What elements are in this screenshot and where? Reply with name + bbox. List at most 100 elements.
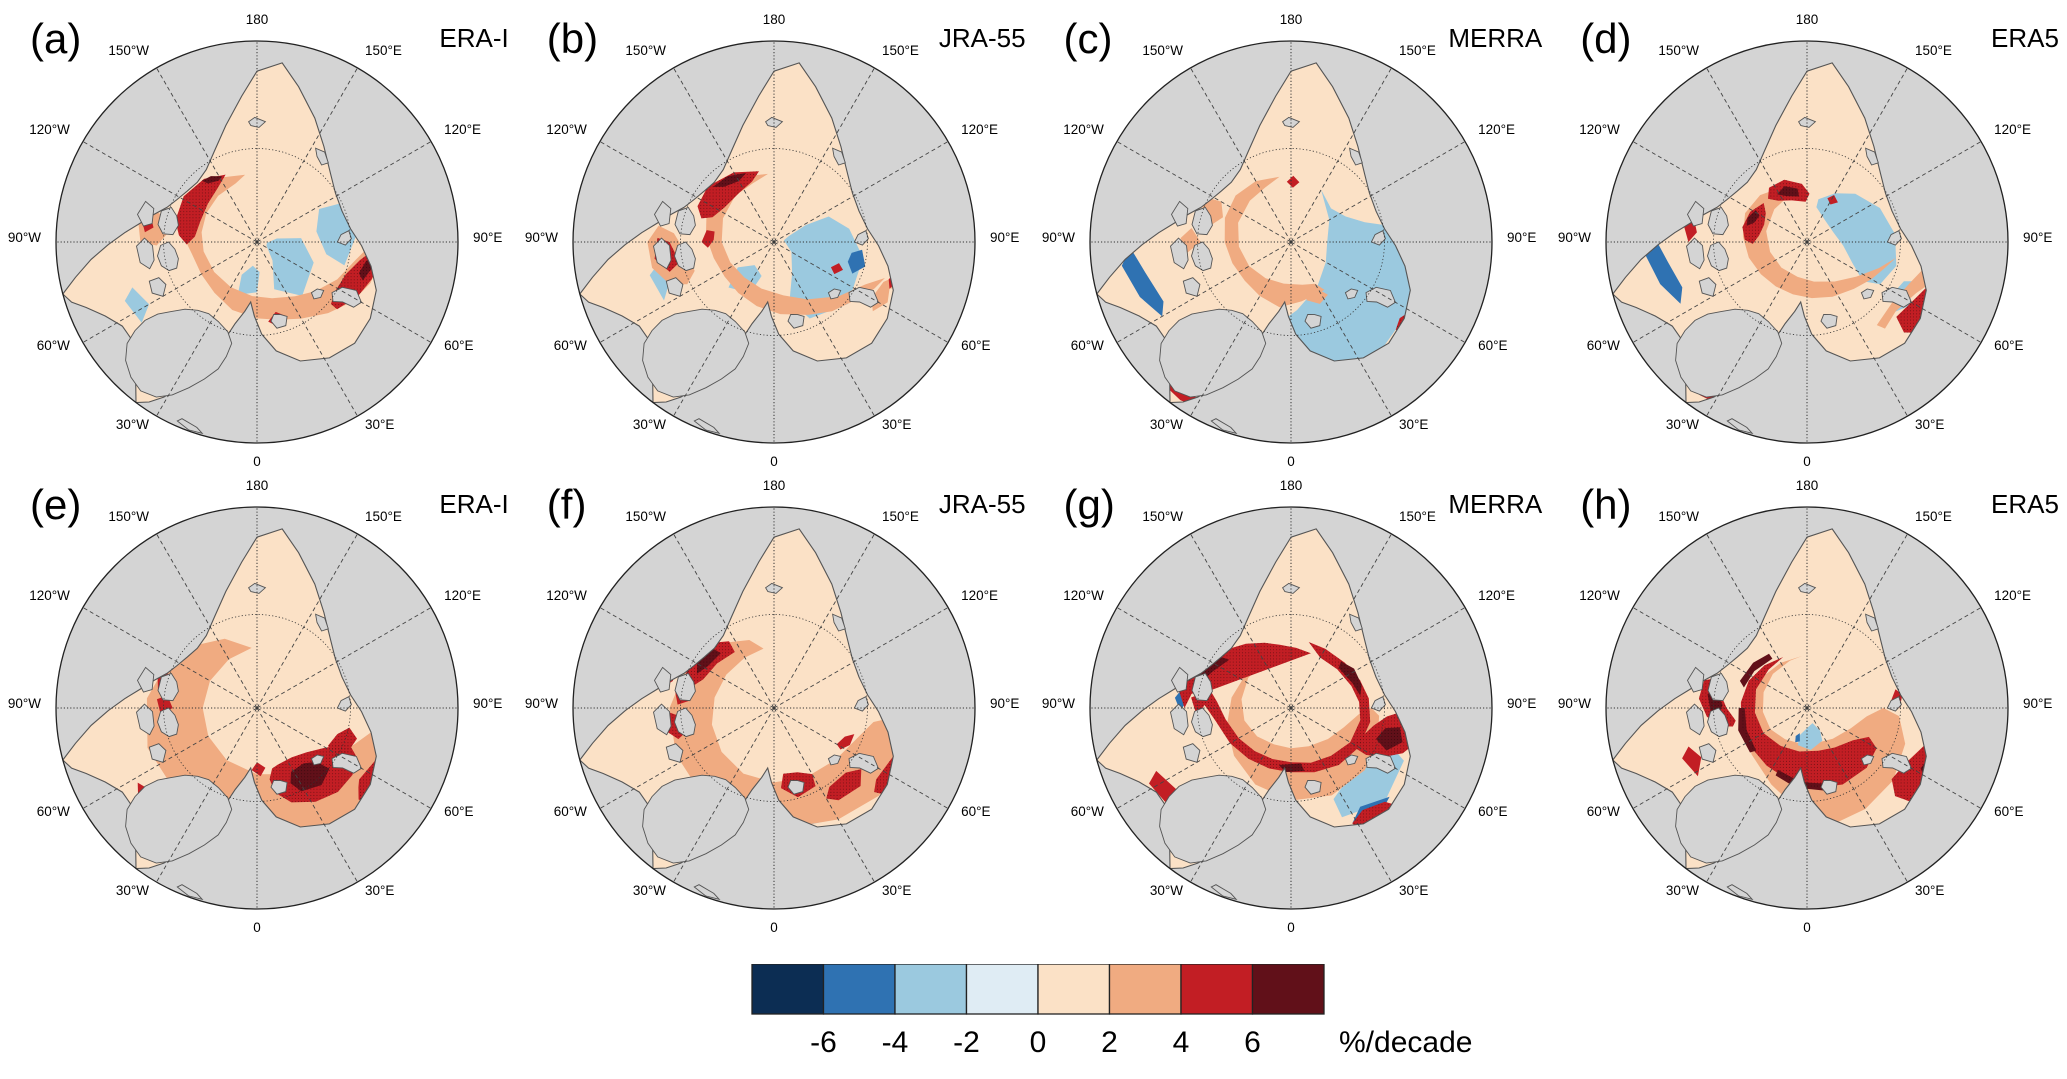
svg-text:90°W: 90°W <box>8 696 41 711</box>
svg-text:60°W: 60°W <box>554 804 587 819</box>
svg-text:30°E: 30°E <box>882 883 911 898</box>
svg-text:30°W: 30°W <box>116 417 149 432</box>
svg-text:30°E: 30°E <box>365 883 394 898</box>
svg-text:60°W: 60°W <box>554 338 587 353</box>
svg-text:90°E: 90°E <box>473 230 502 245</box>
svg-text:90°W: 90°W <box>8 230 41 245</box>
svg-text:30°E: 30°E <box>882 417 911 432</box>
svg-text:0: 0 <box>770 454 778 466</box>
svg-text:150°W: 150°W <box>1659 43 1700 58</box>
svg-text:60°E: 60°E <box>1478 338 1507 353</box>
svg-text:90°E: 90°E <box>990 230 1019 245</box>
svg-text:150°E: 150°E <box>1915 509 1952 524</box>
svg-text:150°E: 150°E <box>1915 43 1952 58</box>
svg-text:30°W: 30°W <box>1666 883 1699 898</box>
svg-text:150°E: 150°E <box>882 509 919 524</box>
svg-text:150°E: 150°E <box>365 43 402 58</box>
svg-text:90°W: 90°W <box>1041 696 1074 711</box>
svg-text:60°E: 60°E <box>444 804 473 819</box>
svg-text:120°E: 120°E <box>444 122 481 137</box>
svg-text:120°W: 120°W <box>1579 588 1620 603</box>
svg-text:120°E: 120°E <box>1478 122 1515 137</box>
svg-text:120°E: 120°E <box>1994 122 2031 137</box>
svg-text:0: 0 <box>1287 454 1295 466</box>
svg-text:150°E: 150°E <box>1398 43 1435 58</box>
svg-text:120°E: 120°E <box>1478 588 1515 603</box>
svg-text:120°E: 120°E <box>444 588 481 603</box>
svg-text:60°W: 60°W <box>1587 804 1620 819</box>
svg-text:60°E: 60°E <box>444 338 473 353</box>
svg-text:120°W: 120°W <box>1063 122 1104 137</box>
svg-text:150°E: 150°E <box>365 509 402 524</box>
svg-text:0: 0 <box>1803 454 1811 466</box>
svg-text:0: 0 <box>1803 920 1811 932</box>
svg-text:150°E: 150°E <box>882 43 919 58</box>
svg-text:180: 180 <box>246 12 269 27</box>
svg-text:60°W: 60°W <box>37 338 70 353</box>
svg-text:120°E: 120°E <box>961 122 998 137</box>
svg-text:%/decade: %/decade <box>1339 1026 1472 1059</box>
svg-text:90°E: 90°E <box>473 696 502 711</box>
svg-text:30°E: 30°E <box>1398 417 1427 432</box>
svg-text:180: 180 <box>763 12 786 27</box>
svg-text:150°W: 150°W <box>625 509 666 524</box>
svg-text:30°W: 30°W <box>116 883 149 898</box>
svg-text:150°E: 150°E <box>1398 509 1435 524</box>
svg-text:60°E: 60°E <box>1478 804 1507 819</box>
svg-text:90°E: 90°E <box>1506 696 1535 711</box>
svg-text:150°W: 150°W <box>1659 509 1700 524</box>
svg-text:30°W: 30°W <box>633 417 666 432</box>
svg-text:60°W: 60°W <box>37 804 70 819</box>
svg-text:120°W: 120°W <box>29 122 70 137</box>
svg-text:30°E: 30°E <box>1398 883 1427 898</box>
svg-text:150°W: 150°W <box>625 43 666 58</box>
svg-text:30°W: 30°W <box>1149 883 1182 898</box>
svg-text:120°E: 120°E <box>961 588 998 603</box>
svg-text:6: 6 <box>1244 1026 1261 1059</box>
svg-text:30°E: 30°E <box>365 417 394 432</box>
svg-text:150°W: 150°W <box>1142 509 1183 524</box>
svg-text:60°W: 60°W <box>1070 804 1103 819</box>
svg-text:150°W: 150°W <box>108 509 149 524</box>
svg-text:90°W: 90°W <box>1558 230 1591 245</box>
svg-text:30°W: 30°W <box>633 883 666 898</box>
svg-text:0: 0 <box>253 454 261 466</box>
svg-text:120°W: 120°W <box>546 588 587 603</box>
svg-text:60°E: 60°E <box>1994 338 2023 353</box>
svg-text:180: 180 <box>1796 478 1819 493</box>
svg-text:-6: -6 <box>810 1026 837 1059</box>
svg-text:0: 0 <box>253 920 261 932</box>
svg-text:120°W: 120°W <box>1063 588 1104 603</box>
svg-text:2: 2 <box>1101 1026 1118 1059</box>
svg-text:180: 180 <box>1279 12 1302 27</box>
svg-text:90°W: 90°W <box>1558 696 1591 711</box>
svg-text:-2: -2 <box>953 1026 980 1059</box>
svg-text:30°W: 30°W <box>1666 417 1699 432</box>
svg-text:90°E: 90°E <box>990 696 1019 711</box>
svg-text:60°E: 60°E <box>961 804 990 819</box>
svg-text:0: 0 <box>1030 1026 1047 1059</box>
svg-text:90°W: 90°W <box>525 696 558 711</box>
svg-text:120°W: 120°W <box>546 122 587 137</box>
svg-text:150°W: 150°W <box>1142 43 1183 58</box>
svg-text:180: 180 <box>1279 478 1302 493</box>
svg-text:0: 0 <box>770 920 778 932</box>
svg-text:180: 180 <box>246 478 269 493</box>
svg-text:90°W: 90°W <box>1041 230 1074 245</box>
svg-text:90°E: 90°E <box>2023 696 2052 711</box>
svg-text:150°W: 150°W <box>108 43 149 58</box>
svg-text:0: 0 <box>1287 920 1295 932</box>
svg-text:180: 180 <box>763 478 786 493</box>
svg-text:30°E: 30°E <box>1915 883 1944 898</box>
svg-text:60°W: 60°W <box>1070 338 1103 353</box>
svg-text:-4: -4 <box>882 1026 909 1059</box>
svg-text:90°E: 90°E <box>1506 230 1535 245</box>
svg-text:180: 180 <box>1796 12 1819 27</box>
svg-text:120°W: 120°W <box>1579 122 1620 137</box>
svg-text:120°W: 120°W <box>29 588 70 603</box>
svg-text:90°W: 90°W <box>525 230 558 245</box>
svg-text:120°E: 120°E <box>1994 588 2031 603</box>
svg-text:60°E: 60°E <box>961 338 990 353</box>
svg-text:30°E: 30°E <box>1915 417 1944 432</box>
svg-text:90°E: 90°E <box>2023 230 2052 245</box>
